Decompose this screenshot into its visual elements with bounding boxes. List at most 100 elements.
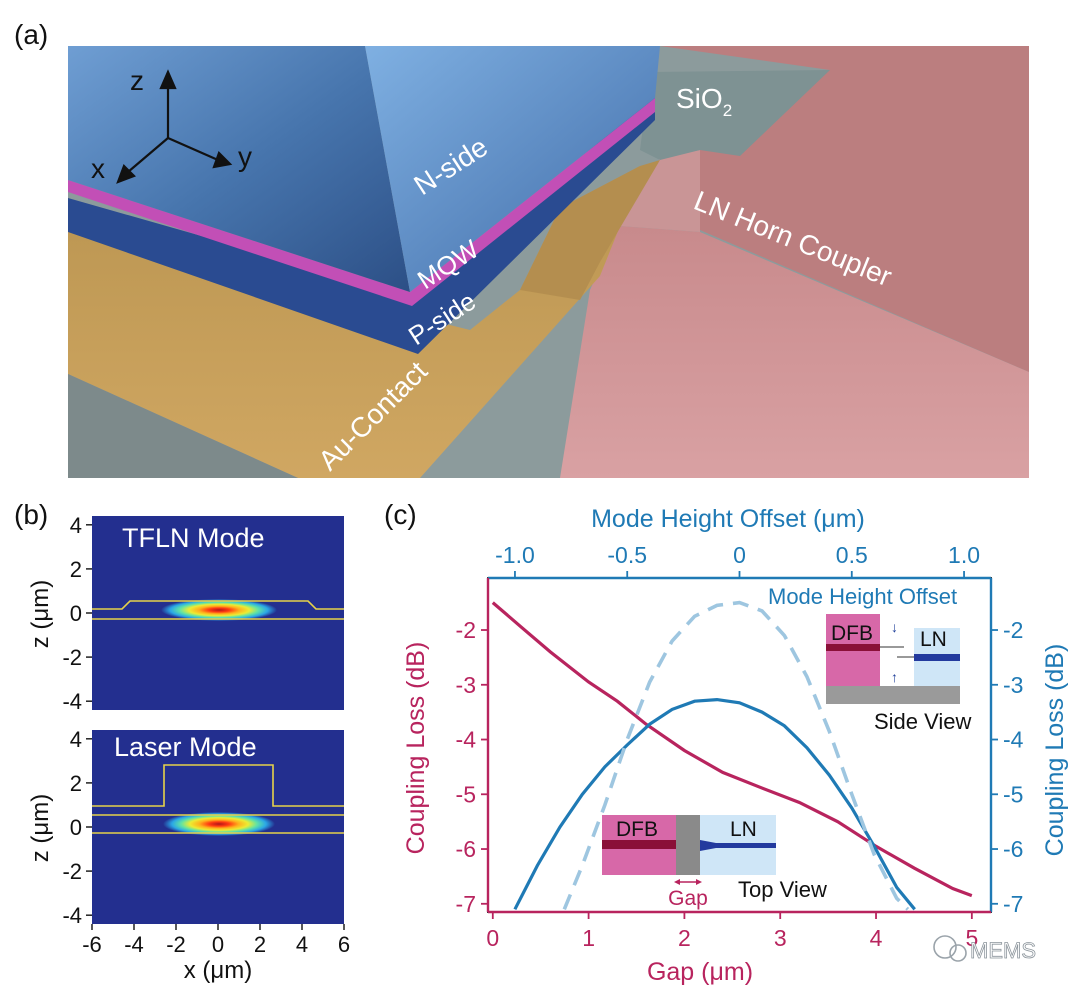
gap-arrow-right-icon [696,879,702,885]
laser-mode-map: Laser Mode [92,730,344,924]
top-ln-label: LN [730,818,757,841]
laser-mode-spot [163,812,275,836]
panel-c-label: (c) [384,499,417,530]
right-tick-label: -7 [1003,891,1023,917]
axis-z-label: z [130,65,144,96]
right-tick-label: -4 [1003,727,1024,753]
b-xtick-label: 2 [254,932,266,957]
bottom-tick-label: 1 [582,925,595,951]
top-tick-label: -0.5 [607,542,647,568]
left-tick-label: -2 [456,617,476,643]
axes-glyph [116,69,233,184]
ln-horn-facet [590,150,700,290]
axis-y-label: y [238,141,252,172]
tfln-mode-spot [161,599,277,621]
series-gap-line [491,601,973,898]
n-side-right-face [365,46,660,292]
tfln-mode-title: TFLN Mode [122,523,265,553]
sio2-layer [640,70,830,160]
top-gap-region [676,815,700,875]
tfln-waveguide-outline [92,600,344,610]
series-offset-dashed-line [562,600,910,911]
right-tick-label: -5 [1003,781,1023,807]
left-tick-label: -4 [456,727,477,753]
b-bottom-ytick-label: -4 [62,903,82,928]
b-bottom-ytick-label: 2 [70,771,82,796]
gap-label: Gap [668,887,708,910]
panel-b-label: (b) [14,499,48,530]
side-view-caption: Side View [874,709,972,734]
legend-dashed-series: Mode Height Offset [768,584,957,609]
axis-x-label: x [91,153,105,184]
panel-a: (a) z x y N-side MQW [14,19,1029,478]
ln-horn-coupler [560,226,1029,478]
bottom-tick-label: 2 [678,925,691,951]
au-contact-step [520,160,660,300]
gap-arrow-left-icon [674,879,680,885]
b-xtick-label: -2 [166,932,186,957]
sio2-main: SiO [676,83,723,114]
panel-a-label: (a) [14,19,48,50]
offset-arrow-down-icon: ↓ [891,619,898,635]
chart-ticks: 0 1 2 3 4 5 -1.0 -0.5 0 0.5 1.0 -2 -3 -4 -5 -6 -7 -2 -3 -4 -… [456,542,1024,951]
series-offset-solid-line [513,697,916,911]
b-top-ytick-label: 4 [70,513,82,538]
tfln-mode-map: TFLN Mode [92,516,344,710]
inset-top-view: DFB LN Gap Top View [602,815,827,910]
left-tick-label: -5 [456,781,476,807]
b-xtick-label: 6 [338,932,350,957]
b-bottom-ytick-label: 4 [70,727,82,752]
sio2-subscript: 2 [723,101,732,120]
side-ln-core [914,654,960,661]
substrate [68,374,298,478]
side-substrate [826,686,960,704]
right-ylabel: Coupling Loss (dB) [1041,644,1069,857]
b-bottom-ytick-label: 0 [70,815,82,840]
wechat-icon-small [949,944,967,962]
wechat-icon [933,935,957,959]
top-view-caption: Top View [738,877,827,902]
n-side-layer [68,46,410,292]
watermark-text: MEMS [970,938,1036,963]
top-tick-label: 0.5 [836,542,868,568]
bottom-tick-label: 0 [486,925,499,951]
watermark: MEMS [933,935,1036,963]
top-ln-taper [700,840,776,851]
right-tick-label: -2 [1003,617,1023,643]
right-tick-label: -6 [1003,836,1023,862]
left-tick-label: -6 [456,836,476,862]
laser-mode-title: Laser Mode [114,732,257,762]
p-side-layer [68,96,655,354]
panel-c: (c) 0 1 2 3 4 5 -1.0 -0.5 0 0.5 1.0 -2 -3 -4 -5 -6 -7 -2 -… [384,499,1069,986]
top-xlabel: Mode Height Offset (μm) [591,505,865,533]
b-xtick-label: 0 [212,932,224,957]
b-bottom-ytick-label: -2 [62,859,82,884]
left-tick-label: -7 [456,891,476,917]
mqw-layer [68,98,655,306]
top-tick-label: 0 [733,542,746,568]
panel-b-ylabel-top: z (μm) [27,580,54,648]
panel-b-xlabel: x (μm) [184,957,252,984]
side-dfb-active [826,644,880,651]
side-ln-label: LN [920,628,947,651]
bottom-tick-label: 3 [774,925,787,951]
sio2-label: SiO2 [676,83,732,120]
top-dfb-label: DFB [616,818,658,841]
top-tick-label: -1.0 [495,542,535,568]
left-ylabel: Coupling Loss (dB) [402,642,430,855]
laser-ridge-outline [92,764,344,807]
b-xtick-label: -4 [124,932,144,957]
bottom-tick-label: 5 [965,925,978,951]
top-dfb-active [602,840,676,849]
b-xtick-label: -6 [82,932,102,957]
right-tick-label: -3 [1003,672,1023,698]
bottom-tick-label: 4 [870,925,883,951]
panel-b-ylabel-bottom: z (μm) [27,794,54,862]
b-top-ytick-label: 0 [70,601,82,626]
b-xtick-label: 4 [296,932,308,957]
panel-b: (b) TFLN Mode Laser Mode 4 2 0 -2 -4 4 2 0 -2 -4-… [14,499,350,984]
left-tick-label: -3 [456,672,476,698]
offset-arrow-up-icon: ↑ [891,669,898,685]
